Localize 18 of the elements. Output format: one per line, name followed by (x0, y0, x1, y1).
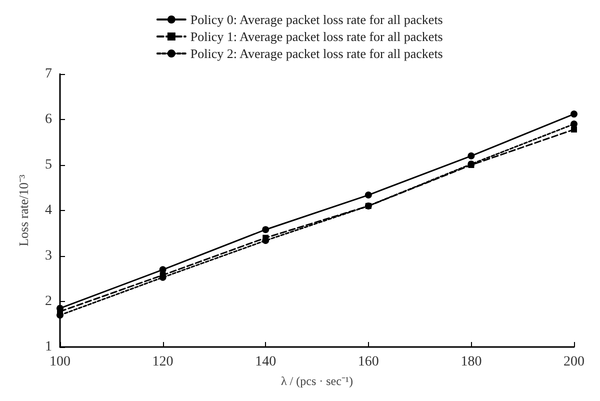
y-tick-label: 7 (45, 66, 52, 82)
x-tick-label: 120 (152, 354, 174, 370)
y-tick-label: 5 (45, 158, 52, 172)
y-tick-label: 4 (45, 203, 52, 218)
y-tick-label: 3 (45, 248, 52, 264)
x-axis-title: λ / (pcs · sec⁻¹) (280, 374, 354, 388)
x-tick-label: 160 (358, 354, 379, 370)
y-tick-label: 1 (45, 340, 52, 354)
y-axis-title: Loss rate/10⁻³ (16, 174, 31, 246)
x-tick-label: 140 (255, 354, 276, 370)
legend-label: Policy 2: Average packet loss rate for all packets (190, 46, 443, 61)
x-tick-label: 200 (564, 354, 584, 370)
legend-label: Policy 1: Average packet loss rate for all packets (190, 29, 443, 44)
x-tick-label: 180 (460, 354, 482, 370)
y-tick-label: 2 (45, 294, 52, 309)
legend-label: Policy 0: Average packet loss rate for all packets (190, 12, 443, 27)
x-tick-label: 100 (50, 354, 70, 370)
y-tick-label: 6 (45, 112, 52, 127)
